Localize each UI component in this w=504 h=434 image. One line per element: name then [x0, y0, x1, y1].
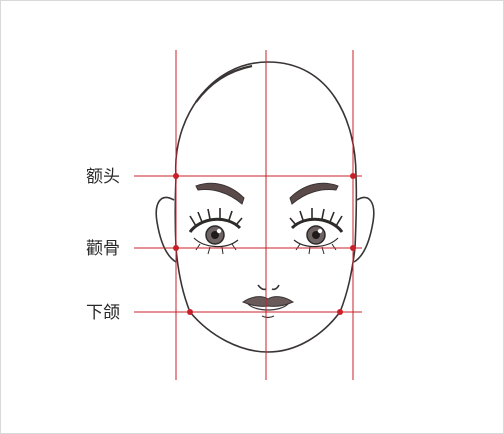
label-forehead: 额头: [86, 167, 120, 187]
eye-right: [289, 208, 344, 255]
label-jaw: 下颌: [86, 303, 120, 323]
ear-left: [155, 196, 177, 263]
head-top-accent: [195, 64, 253, 103]
jaw-outline: [175, 247, 356, 353]
label-cheekbone: 颧骨: [86, 239, 120, 259]
nose: [257, 284, 280, 291]
dot-jaw-left: [187, 309, 193, 315]
ear-right: [353, 196, 375, 263]
dot-jaw-right: [337, 309, 343, 315]
eye-left: [188, 208, 243, 255]
eyebrow-right: [289, 182, 339, 205]
dot-forehead-right: [350, 173, 356, 179]
dot-cheekbone-left: [173, 245, 179, 251]
mouth: [241, 296, 295, 319]
head-outline: [174, 61, 357, 177]
eyebrow-left: [195, 182, 245, 205]
head-side-right: [354, 175, 358, 249]
dot-cheekbone-right: [350, 245, 356, 251]
dot-forehead-left: [173, 173, 179, 179]
